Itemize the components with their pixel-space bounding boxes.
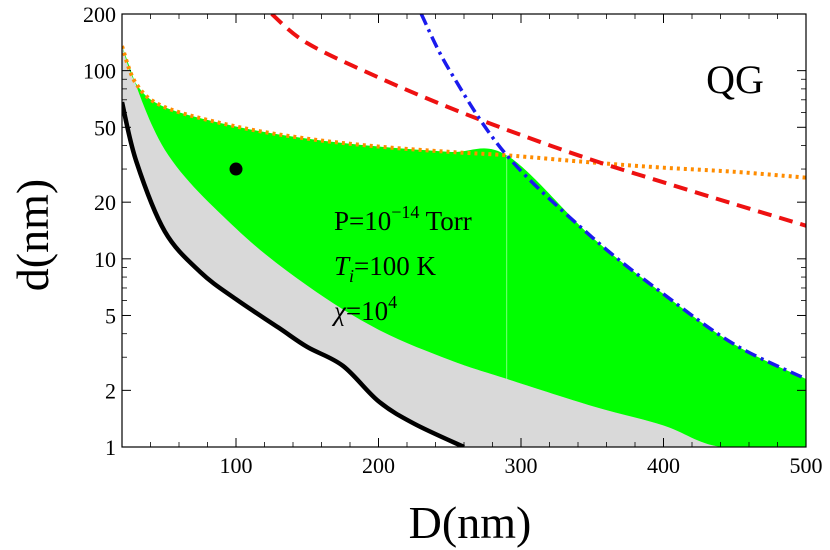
y-tick-label: 5 — [105, 303, 116, 328]
panel-label: QG — [706, 57, 764, 102]
x-tick-label: 200 — [362, 453, 395, 478]
x-tick-label: 400 — [647, 453, 680, 478]
orange-dotted-curve — [122, 45, 806, 180]
temperature-annotation: Ti=100 K — [334, 251, 437, 286]
data-points — [229, 162, 243, 176]
x-tick-label: 100 — [220, 453, 253, 478]
shaded-regions — [122, 46, 806, 447]
pressure-suffix: Torr — [419, 206, 471, 236]
y-axis-title: d(nm) — [7, 179, 58, 291]
green-region — [122, 46, 806, 447]
x-tick-label: 300 — [505, 453, 538, 478]
temperature-symbol: T — [334, 251, 351, 281]
y-tick-label: 10 — [94, 247, 116, 272]
pressure-exponent: −14 — [391, 202, 419, 222]
y-tick-label: 200 — [83, 2, 116, 27]
chi-annotation: χ=104 — [331, 292, 397, 326]
temperature-subscript: i — [349, 266, 354, 286]
chi-base: =10 — [346, 296, 388, 326]
x-axis-title: D(nm) — [409, 497, 532, 548]
y-tick-label: 50 — [94, 115, 116, 140]
y-tick-label: 20 — [94, 190, 116, 215]
gray-region — [122, 46, 806, 447]
data-point-marker — [229, 162, 243, 176]
y-tick-label: 2 — [105, 378, 116, 403]
y-tick-label: 100 — [83, 59, 116, 84]
y-tick-label: 1 — [105, 435, 116, 460]
curves — [122, 14, 806, 447]
black-solid-curve — [122, 101, 465, 447]
pressure-prefix: P=10 — [334, 206, 391, 236]
chi-symbol: χ — [331, 296, 347, 326]
chi-exponent: 4 — [388, 292, 397, 312]
temperature-text: =100 K — [354, 251, 436, 281]
blue-dashdot-curve — [419, 14, 806, 381]
red-dashed-curve — [270, 14, 806, 228]
axis-ticks: 100 200 300 400 500 1 2 5 10 20 50 100 200 — [83, 2, 823, 478]
x-tick-label: 500 — [790, 453, 823, 478]
pressure-annotation: P=10−14 Torr — [334, 202, 472, 236]
